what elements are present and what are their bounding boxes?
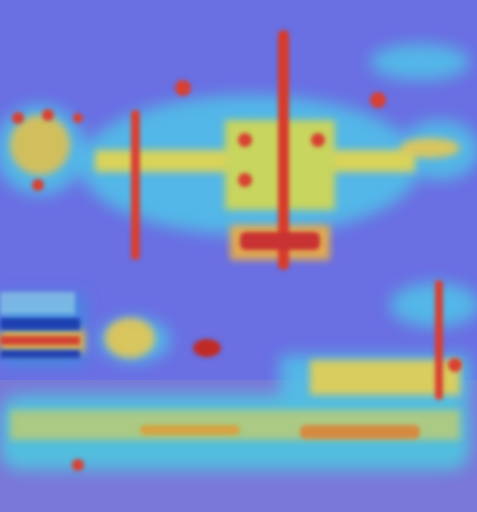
left-streak (131, 110, 140, 260)
dark-accents (0, 292, 80, 358)
left-strip-dark (0, 350, 80, 358)
center-base-red (240, 232, 320, 250)
red-hotspots (0, 30, 462, 471)
wall-orange (300, 425, 420, 439)
spot (238, 173, 252, 187)
left-strip-red (0, 336, 80, 345)
spot (175, 80, 191, 96)
center-streak (278, 30, 289, 270)
wall-orange (140, 425, 240, 435)
left-strip-dark (0, 318, 80, 330)
spot (32, 179, 44, 191)
spot (42, 109, 54, 121)
right-structure-glow (390, 283, 477, 327)
left-strip-light (0, 292, 75, 314)
spot (238, 133, 252, 147)
spot (370, 92, 386, 108)
spot (311, 133, 325, 147)
left-building (10, 115, 70, 175)
right-band (400, 138, 460, 158)
spot (72, 459, 84, 471)
spot (73, 113, 83, 123)
spot (193, 339, 221, 357)
posts-left (105, 318, 155, 358)
spot (448, 358, 462, 372)
top-right-glow (370, 44, 470, 80)
right-streak (435, 280, 443, 400)
spot (12, 112, 24, 124)
